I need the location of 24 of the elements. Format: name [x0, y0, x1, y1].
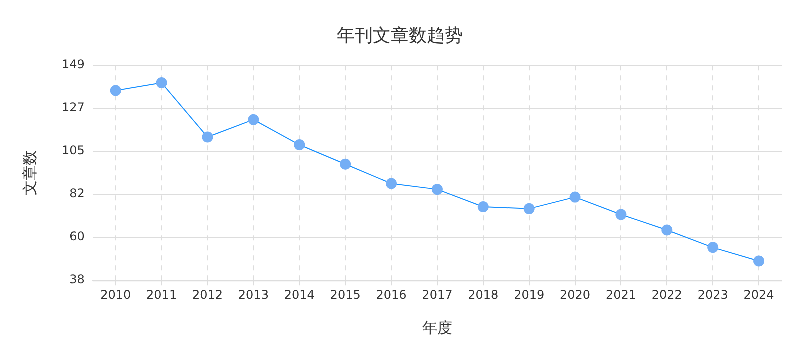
x-tick-label: 2011	[146, 288, 178, 302]
x-axis-title: 年度	[422, 318, 452, 337]
x-tick-label: 2013	[238, 288, 269, 302]
chart-title: 年刊文章数趋势	[337, 25, 463, 46]
y-tick-label: 38	[70, 272, 85, 287]
y-axis-title: 文章数	[20, 150, 39, 196]
x-tick-label: 2023	[698, 288, 728, 302]
x-tick-label: 2024	[744, 288, 774, 302]
x-tick-label: 2022	[652, 288, 682, 302]
x-tick-label: 2020	[560, 288, 591, 302]
x-tick-label: 2010	[100, 288, 132, 302]
y-tick-label: 82	[70, 186, 85, 201]
y-tick-label: 60	[70, 230, 85, 244]
x-tick-label: 2015	[330, 288, 361, 302]
y-tick-label: 105	[62, 144, 85, 158]
y-tick-label: 127	[62, 100, 85, 115]
x-tick-label: 2019	[514, 288, 545, 302]
x-tick-label: 2017	[422, 288, 453, 302]
x-tick-label: 2021	[606, 288, 636, 302]
x-tick-label: 2018	[468, 288, 499, 302]
y-tick-label: 149	[62, 58, 85, 72]
x-tick-label: 2012	[192, 288, 224, 302]
x-tick-label: 2016	[376, 288, 407, 302]
x-tick-label: 2014	[284, 288, 315, 302]
